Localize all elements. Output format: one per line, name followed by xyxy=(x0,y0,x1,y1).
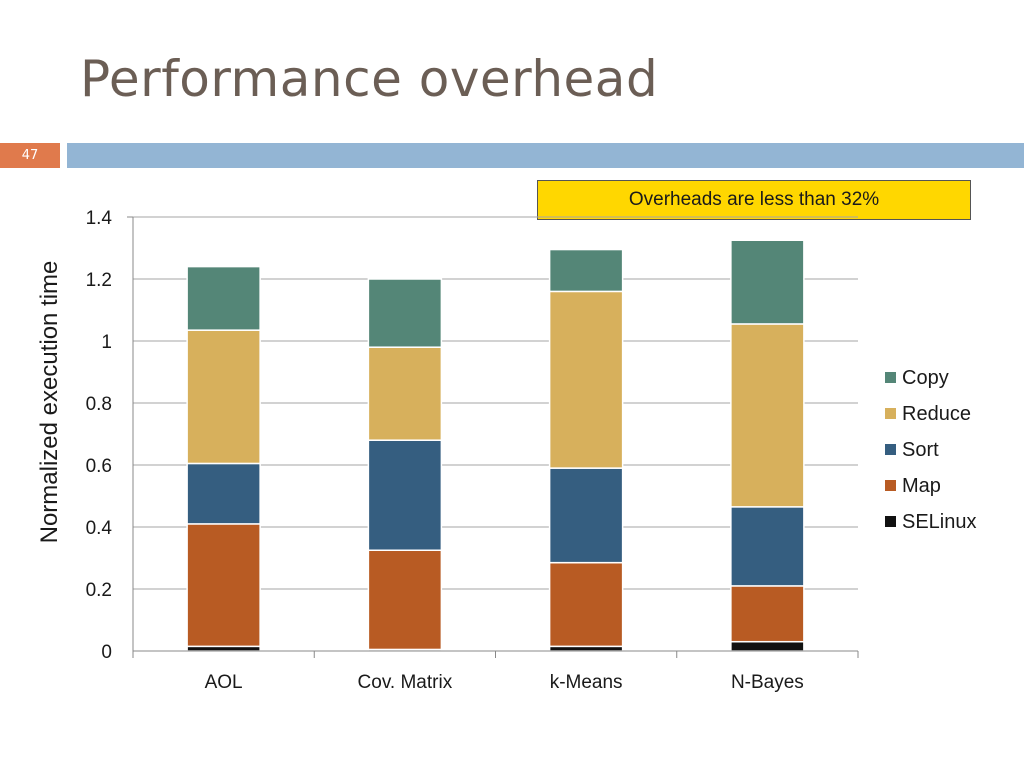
bar-segment-sort xyxy=(548,467,624,564)
page-number-badge: 47 xyxy=(0,143,60,168)
x-tick-label: Cov. Matrix xyxy=(358,672,453,693)
bar-segment-map xyxy=(367,549,443,651)
bar-segment-map xyxy=(548,561,624,648)
bar-segment-reduce xyxy=(548,290,624,469)
bar-segment-map xyxy=(730,585,805,643)
bar-segment-reduce xyxy=(186,329,261,465)
y-tick-label: 0.8 xyxy=(86,394,112,415)
x-tick-label: N-Bayes xyxy=(731,672,804,693)
legend-label: Reduce xyxy=(902,403,971,425)
legend-swatch xyxy=(885,444,896,455)
bar-segment-copy xyxy=(548,248,624,293)
legend-swatch xyxy=(885,408,896,419)
slide-title: Performance overhead xyxy=(80,50,659,108)
bar-segment-sort xyxy=(186,462,261,525)
bar-segment-copy xyxy=(186,265,261,331)
legend-label: Copy xyxy=(902,367,949,389)
y-tick-label: 0.4 xyxy=(86,518,113,539)
bar-segment-selinux xyxy=(730,640,805,652)
header-bar xyxy=(67,143,1024,168)
legend-swatch xyxy=(885,516,896,527)
bar-segment-copy xyxy=(730,239,805,325)
y-tick-label: 1 xyxy=(101,332,112,353)
bar-segment-reduce xyxy=(367,346,443,441)
y-tick-label: 0.2 xyxy=(86,580,112,601)
y-tick-labels: 0 0.2 0.4 0.6 0.8 1 1.2 1.4 xyxy=(86,208,113,663)
legend-label: Map xyxy=(902,475,941,497)
bar-segment-sort xyxy=(367,439,443,552)
bars xyxy=(186,239,805,652)
legend-swatch xyxy=(885,480,896,491)
y-tick-label: 0.6 xyxy=(86,456,112,477)
bar-segment-sort xyxy=(730,506,805,587)
y-tick-label: 0 xyxy=(101,642,112,663)
x-tick-label: k-Means xyxy=(550,672,623,693)
bar-segment-copy xyxy=(367,278,443,348)
bar-segment-map xyxy=(186,523,261,648)
axes xyxy=(127,216,859,658)
legend: Copy Reduce Sort Map SELinux xyxy=(885,367,977,533)
legend-swatch xyxy=(885,372,896,383)
y-axis-title: Normalized execution time xyxy=(36,261,63,544)
y-tick-label: 1.4 xyxy=(86,208,113,229)
y-tick-label: 1.2 xyxy=(86,270,112,291)
bar-segment-reduce xyxy=(730,323,805,508)
legend-label: Sort xyxy=(902,439,939,461)
legend-label: SELinux xyxy=(902,511,977,533)
overhead-callout: Overheads are less than 32% xyxy=(537,180,971,220)
x-tick-label: AOL xyxy=(205,672,243,693)
x-tick-labels: AOL Cov. Matrix k-Means N-Bayes xyxy=(205,672,804,693)
